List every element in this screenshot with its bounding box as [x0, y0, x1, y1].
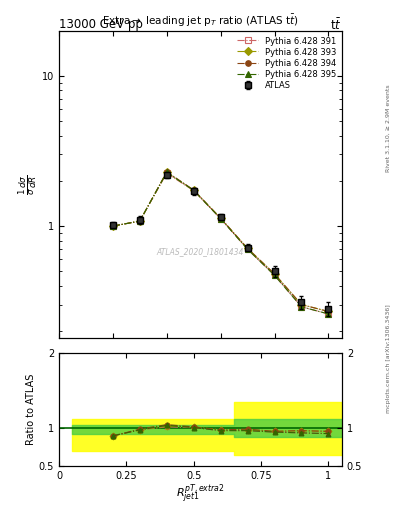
Pythia 6.428 395 [191, 187, 196, 194]
Legend: Pythia 6.428 391, Pythia 6.428 393, Pythia 6.428 394, Pythia 6.428 395, ATLAS: Pythia 6.428 391, Pythia 6.428 393, Pyth… [235, 35, 338, 92]
Pythia 6.428 393 [218, 215, 223, 221]
Pythia 6.428 391 [191, 188, 196, 194]
Text: mcplots.cern.ch [arXiv:1306.3436]: mcplots.cern.ch [arXiv:1306.3436] [386, 304, 391, 413]
Line: Pythia 6.428 395: Pythia 6.428 395 [110, 169, 331, 317]
Pythia 6.428 393 [138, 218, 142, 224]
Pythia 6.428 394 [164, 168, 169, 175]
Pythia 6.428 395 [326, 311, 331, 317]
Pythia 6.428 395 [299, 304, 304, 310]
Pythia 6.428 395 [245, 246, 250, 252]
Pythia 6.428 395 [110, 223, 115, 229]
Pythia 6.428 393 [272, 271, 277, 277]
Pythia 6.428 391 [138, 218, 142, 224]
Pythia 6.428 394 [299, 302, 304, 308]
Title: Extra$\rightarrow$ leading jet p$_T$ ratio (ATLAS t$\bar{t}$): Extra$\rightarrow$ leading jet p$_T$ rat… [102, 13, 299, 29]
Pythia 6.428 394 [272, 271, 277, 277]
Pythia 6.428 393 [191, 187, 196, 194]
Pythia 6.428 391 [326, 311, 331, 317]
Pythia 6.428 394 [218, 215, 223, 221]
Pythia 6.428 395 [272, 272, 277, 279]
Pythia 6.428 393 [299, 302, 304, 308]
Pythia 6.428 395 [138, 218, 142, 224]
Text: t$\bar{t}$: t$\bar{t}$ [331, 18, 342, 33]
Pythia 6.428 394 [326, 308, 331, 314]
Line: Pythia 6.428 393: Pythia 6.428 393 [110, 169, 331, 314]
Y-axis label: $\frac{1}{\sigma}\frac{d\sigma}{dR}$: $\frac{1}{\sigma}\frac{d\sigma}{dR}$ [17, 174, 39, 195]
Pythia 6.428 391 [272, 272, 277, 279]
Pythia 6.428 391 [299, 304, 304, 310]
Pythia 6.428 391 [245, 246, 250, 252]
Pythia 6.428 395 [164, 169, 169, 176]
Text: ATLAS_2020_I1801434: ATLAS_2020_I1801434 [157, 247, 244, 257]
Text: 13000 GeV pp: 13000 GeV pp [59, 18, 143, 31]
Pythia 6.428 391 [218, 216, 223, 222]
Line: Pythia 6.428 394: Pythia 6.428 394 [110, 169, 331, 314]
Pythia 6.428 393 [245, 245, 250, 251]
Pythia 6.428 394 [245, 245, 250, 251]
Pythia 6.428 395 [218, 216, 223, 222]
Pythia 6.428 394 [191, 187, 196, 193]
Pythia 6.428 391 [164, 170, 169, 176]
Pythia 6.428 394 [110, 223, 115, 229]
Pythia 6.428 393 [110, 223, 115, 229]
Line: Pythia 6.428 391: Pythia 6.428 391 [110, 170, 331, 317]
Text: Rivet 3.1.10, ≥ 2.9M events: Rivet 3.1.10, ≥ 2.9M events [386, 84, 391, 172]
Pythia 6.428 393 [326, 308, 331, 314]
Y-axis label: Ratio to ATLAS: Ratio to ATLAS [26, 374, 36, 445]
Pythia 6.428 394 [138, 218, 142, 224]
X-axis label: $R_{jet1}^{pT,extra2}$: $R_{jet1}^{pT,extra2}$ [176, 482, 225, 505]
Pythia 6.428 393 [164, 169, 169, 176]
Pythia 6.428 391 [110, 223, 115, 229]
